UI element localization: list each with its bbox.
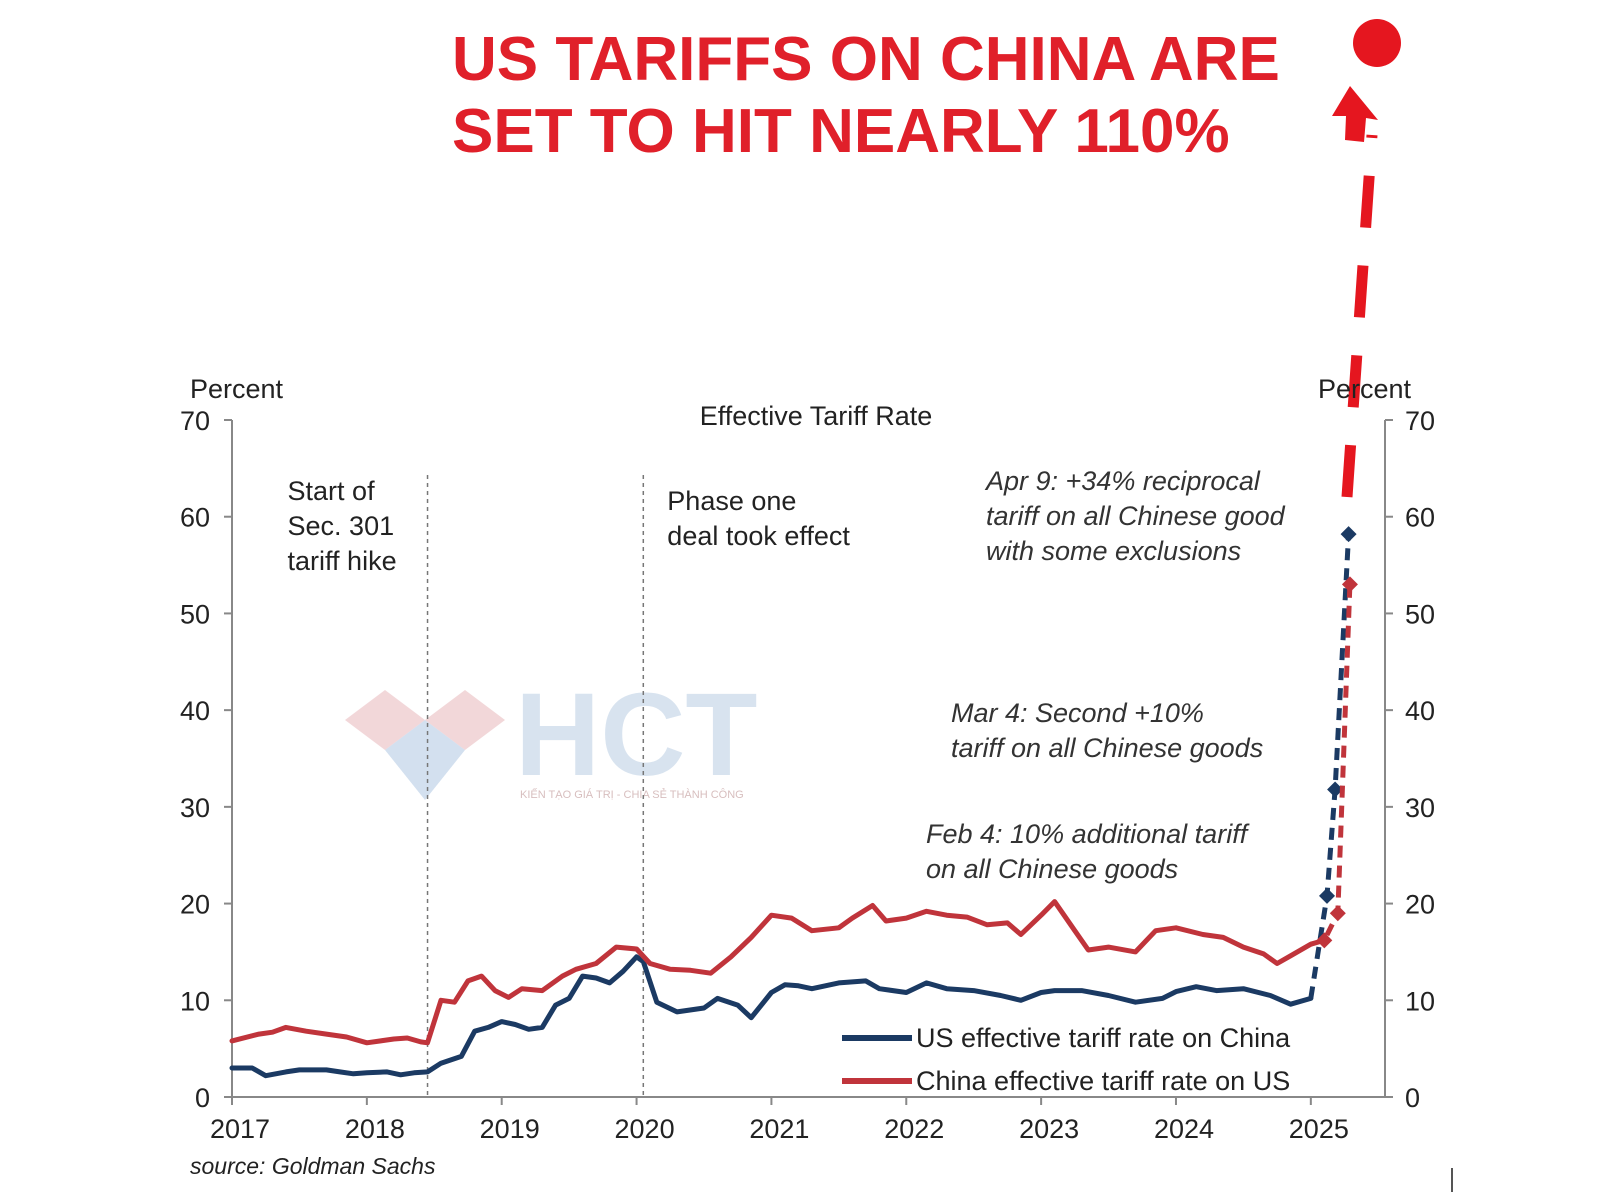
y-tick-label-left: 0: [195, 1083, 210, 1113]
y-tick-label-left: 30: [180, 793, 210, 823]
annotation-apr9-line-3: with some exclusions: [986, 536, 1241, 566]
y-tick-label-right: 40: [1405, 696, 1435, 726]
chart-title: Effective Tariff Rate: [700, 401, 933, 431]
y-axis-label-right: Percent: [1318, 374, 1412, 404]
event-line-label: Phase one: [667, 486, 796, 516]
x-tick-label: 2018: [345, 1114, 405, 1144]
source-note: source: Goldman Sachs: [190, 1153, 436, 1179]
projection-line-us-tariff-on-china: [1308, 533, 1352, 999]
annotation-apr9-line-1: Apr 9: +34% reciprocal: [984, 466, 1261, 496]
annotation-feb4-line-2: on all Chinese goods: [926, 854, 1178, 884]
y-ticks-right: 0 10 20 30 40 50 60 70: [1385, 406, 1435, 1113]
headline-line-2: SET TO HIT NEARLY 110%: [452, 97, 1230, 166]
projection-point-us-tariff-on-china: [1327, 781, 1344, 798]
x-tick-label: 2019: [480, 1114, 540, 1144]
series-layer: [229, 526, 1358, 1079]
y-tick-label-right: 0: [1405, 1083, 1420, 1113]
watermark-brand: HCT: [515, 669, 758, 801]
projection-point-us-tariff-on-china: [1319, 887, 1336, 904]
headline-line-1: US TARIFFS ON CHINA ARE: [452, 25, 1280, 94]
y-tick-label-right: 10: [1405, 986, 1435, 1016]
projection-arrow: [1332, 19, 1401, 498]
projection-target-dot: [1353, 19, 1401, 67]
y-tick-label-right: 50: [1405, 599, 1435, 629]
y-tick-label-right: 70: [1405, 406, 1435, 436]
y-ticks-left: 0 10 20 30 40 50 60 70: [180, 406, 232, 1113]
x-tick-label: 2021: [749, 1114, 809, 1144]
event-line-label: deal took effect: [667, 521, 850, 551]
projection-point-china-tariff-on-us: [1341, 576, 1358, 593]
projection-arrow-head: [1332, 86, 1378, 142]
legend-label-us: US effective tariff rate on China: [916, 1023, 1291, 1053]
event-lines: Start of Sec. 301 tariff hike Phase one deal…: [288, 475, 850, 1097]
y-tick-label-right: 60: [1405, 503, 1435, 533]
x-tick-label: 2025: [1289, 1114, 1349, 1144]
y-tick-label-right: 20: [1405, 890, 1435, 920]
watermark-tagline: KIẾN TẠO GIÁ TRỊ - CHIA SẺ THÀNH CÔNG: [520, 788, 744, 801]
legend: US effective tariff rate on China China …: [842, 1023, 1291, 1096]
y-tick-label-left: 60: [180, 503, 210, 533]
event-line-label: Start of: [288, 476, 376, 506]
x-ticks: 2017 2018 2019 2020 2021 2022 2023 2024 2025: [210, 1097, 1349, 1144]
event-line-label: tariff hike: [288, 546, 397, 576]
x-tick-label: 2022: [884, 1114, 944, 1144]
projection-point-us-tariff-on-china: [1340, 526, 1357, 543]
annotation-mar4: Mar 4: Second +10% tariff on all Chinese…: [951, 698, 1263, 763]
y-tick-label-left: 10: [180, 986, 210, 1016]
y-tick-label-left: 50: [180, 599, 210, 629]
y-tick-label-left: 20: [180, 890, 210, 920]
annotation-apr9: Apr 9: +34% reciprocal tariff on all Chi…: [984, 466, 1286, 566]
x-tick-label: 2023: [1019, 1114, 1079, 1144]
annotation-feb4: Feb 4: 10% additional tariff on all Chin…: [926, 819, 1250, 884]
y-tick-label-left: 70: [180, 406, 210, 436]
annotation-apr9-line-2: tariff on all Chinese good: [986, 501, 1286, 531]
projection-arrow-shaft: [1341, 134, 1378, 498]
legend-label-china: China effective tariff rate on US: [916, 1066, 1290, 1096]
series-line-china-tariff-on-us: [229, 899, 1314, 1046]
projection-point-china-tariff-on-us: [1329, 905, 1346, 922]
x-tick-label: 2017: [210, 1114, 270, 1144]
annotation-feb4-line-1: Feb 4: 10% additional tariff: [926, 819, 1250, 849]
x-tick-label: 2024: [1154, 1114, 1214, 1144]
annotation-mar4-line-2: tariff on all Chinese goods: [951, 733, 1263, 763]
y-tick-label-right: 30: [1405, 793, 1435, 823]
projection-line-china-tariff-on-us: [1310, 584, 1353, 947]
event-line-label: Sec. 301: [288, 511, 395, 541]
projection-point-china-tariff-on-us: [1316, 932, 1333, 949]
series-line-us-tariff-on-china: [229, 954, 1314, 1079]
watermark-diamond-bottom: [385, 720, 465, 800]
hct-watermark: HCT KIẾN TẠO GIÁ TRỊ - CHIA SẺ THÀNH CÔN…: [345, 669, 758, 801]
x-tick-label: 2020: [615, 1114, 675, 1144]
y-tick-label-left: 40: [180, 696, 210, 726]
annotation-mar4-line-1: Mar 4: Second +10%: [951, 698, 1204, 728]
y-axis-label-left: Percent: [190, 374, 284, 404]
